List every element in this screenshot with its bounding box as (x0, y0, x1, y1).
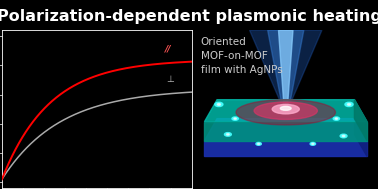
Text: //: // (165, 45, 172, 54)
Ellipse shape (310, 143, 316, 145)
Polygon shape (204, 119, 367, 141)
Ellipse shape (345, 102, 353, 107)
Ellipse shape (340, 134, 347, 138)
Polygon shape (355, 100, 367, 141)
Polygon shape (249, 30, 322, 106)
Ellipse shape (256, 143, 261, 145)
Ellipse shape (312, 143, 314, 144)
Ellipse shape (225, 133, 231, 136)
Ellipse shape (226, 134, 229, 135)
Ellipse shape (333, 117, 339, 120)
Polygon shape (204, 122, 367, 141)
Ellipse shape (280, 106, 291, 110)
Ellipse shape (272, 104, 299, 114)
Polygon shape (355, 119, 367, 156)
Ellipse shape (232, 117, 238, 120)
Polygon shape (268, 30, 304, 106)
Ellipse shape (254, 102, 318, 119)
Ellipse shape (257, 143, 260, 144)
Polygon shape (279, 30, 293, 106)
Ellipse shape (234, 118, 236, 119)
Text: ⊥: ⊥ (166, 75, 174, 84)
Ellipse shape (342, 135, 345, 137)
Polygon shape (204, 141, 367, 156)
Ellipse shape (236, 100, 335, 125)
Polygon shape (204, 100, 367, 122)
Ellipse shape (347, 104, 351, 105)
Text: Oriented
MOF-on-MOF
film with AgNPs: Oriented MOF-on-MOF film with AgNPs (201, 36, 282, 74)
Text: Polarization-dependent plasmonic heating: Polarization-dependent plasmonic heating (0, 9, 378, 23)
Ellipse shape (335, 118, 338, 119)
Ellipse shape (217, 104, 220, 105)
Ellipse shape (215, 102, 223, 107)
